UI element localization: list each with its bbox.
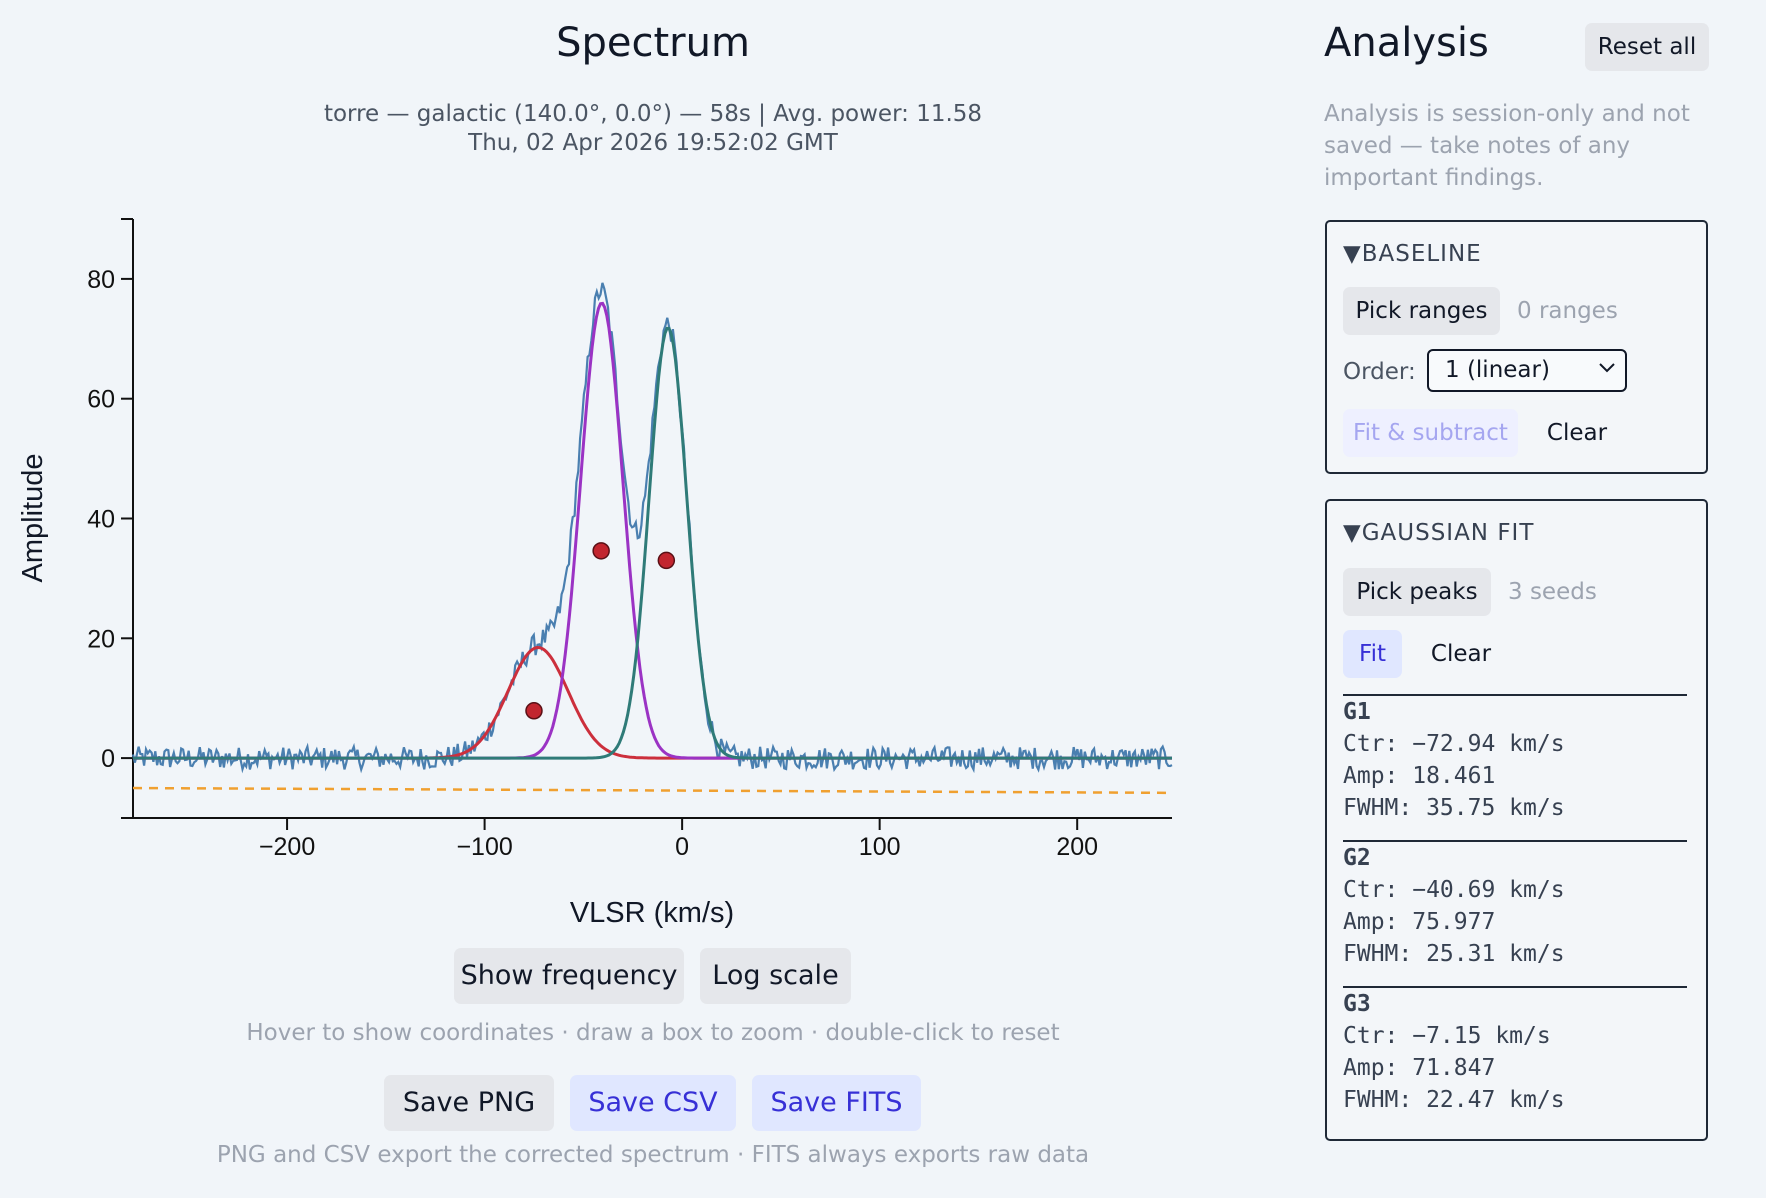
fit-subtract-button[interactable]: Fit & subtract	[1343, 409, 1518, 457]
x-tick-label: −100	[456, 833, 512, 861]
x-tick-label: −200	[259, 833, 315, 861]
save-fits-button[interactable]: Save FITS	[752, 1075, 921, 1131]
result-center: Ctr: −72.94 km/s	[1343, 731, 1565, 757]
y-tick-label: 80	[87, 266, 115, 294]
collapse-triangle-icon: ▼	[1343, 241, 1362, 267]
seeds-count: 3 seeds	[1508, 579, 1597, 605]
baseline-clear-button[interactable]: Clear	[1546, 420, 1608, 446]
save-png-button[interactable]: Save PNG	[384, 1075, 554, 1131]
gaussian-fit-heading: GAUSSIAN FIT	[1361, 520, 1535, 546]
seed-marker	[657, 551, 676, 570]
spectrum-chart[interactable]: 0 20 40 60 80 −200 −100 0 100 200 VLSR (km/s) Amp…	[0, 195, 1200, 935]
y-tick-label: 60	[87, 386, 115, 414]
result-name: G3	[1343, 991, 1371, 1017]
gaussian-curve-g2	[133, 301, 1172, 760]
baseline-header[interactable]: ▼BASELINE	[1343, 241, 1482, 267]
baseline-heading: BASELINE	[1361, 241, 1482, 267]
result-name: G1	[1343, 699, 1371, 725]
x-tick-label: 100	[859, 833, 901, 861]
gaussian-result-g1: G1 Ctr: −72.94 km/s Amp: 18.461 FWHM: 35…	[1343, 694, 1687, 824]
chart-axes: 0 20 40 60 80 −200 −100 0 100 200	[87, 218, 1172, 861]
result-amplitude: Amp: 75.977	[1343, 909, 1496, 935]
chart-marks	[131, 282, 1173, 795]
order-label: Order:	[1343, 359, 1416, 385]
baseline-fit-line	[132, 786, 1173, 795]
log-scale-button[interactable]: Log scale	[700, 948, 851, 1004]
gaussian-curve-g3	[133, 326, 1172, 760]
observation-timestamp: Thu, 02 Apr 2026 19:52:02 GMT	[468, 130, 838, 156]
collapse-triangle-icon: ▼	[1343, 520, 1362, 546]
analysis-note: Analysis is session-only and not saved —…	[1324, 101, 1690, 191]
result-fwhm: FWHM: 22.47 km/s	[1343, 1087, 1565, 1113]
gaussian-result-g2: G2 Ctr: −40.69 km/s Amp: 75.977 FWHM: 25…	[1343, 840, 1687, 970]
observation-info: torre — galactic (140.0°, 0.0°) — 58s | …	[323, 101, 983, 127]
ranges-count: 0 ranges	[1517, 298, 1618, 324]
result-name: G2	[1343, 845, 1371, 871]
spectrum-panel: Spectrum torre — galactic (140.0°, 0.0°)…	[0, 20, 1306, 1168]
gaussian-curve-g1	[133, 645, 1172, 760]
result-amplitude: Amp: 71.847	[1343, 1055, 1496, 1081]
seed-marker	[592, 542, 610, 560]
result-center: Ctr: −40.69 km/s	[1343, 877, 1565, 903]
result-amplitude: Amp: 18.461	[1343, 763, 1496, 789]
reset-all-button[interactable]: Reset all	[1585, 23, 1709, 71]
show-frequency-button[interactable]: Show frequency	[454, 948, 684, 1004]
baseline-panel: ▼BASELINE Pick ranges 0 ranges Order: 1 …	[1325, 220, 1708, 474]
analysis-title: Analysis	[1324, 20, 1489, 66]
y-axis-label: Amplitude	[17, 454, 49, 583]
fit-button[interactable]: Fit	[1343, 630, 1402, 678]
x-tick-label: 200	[1056, 833, 1098, 861]
page-title: Spectrum	[556, 20, 750, 66]
gaussian-fit-header[interactable]: ▼GAUSSIAN FIT	[1343, 520, 1534, 546]
chevron-down-icon	[1599, 363, 1615, 373]
seed-marker	[525, 702, 543, 720]
plot-hint: Hover to show coordinates · draw a box t…	[246, 1020, 1060, 1046]
pick-ranges-button[interactable]: Pick ranges	[1343, 287, 1500, 335]
gaussian-fit-panel: ▼GAUSSIAN FIT Pick peaks 3 seeds Fit Cle…	[1325, 499, 1708, 1141]
save-csv-button[interactable]: Save CSV	[570, 1075, 736, 1131]
y-tick-label: 20	[87, 625, 115, 653]
result-fwhm: FWHM: 35.75 km/s	[1343, 795, 1565, 821]
x-tick-label: 0	[675, 833, 689, 861]
pick-peaks-button[interactable]: Pick peaks	[1343, 568, 1491, 616]
y-tick-label: 40	[87, 506, 115, 534]
result-center: Ctr: −7.15 km/s	[1343, 1023, 1551, 1049]
spectrum-subtitle: torre — galactic (140.0°, 0.0°) — 58s | …	[0, 100, 1306, 158]
x-axis-label: VLSR (km/s)	[570, 897, 734, 929]
result-fwhm: FWHM: 25.31 km/s	[1343, 941, 1565, 967]
export-note: PNG and CSV export the corrected spectru…	[216, 1142, 1090, 1168]
y-tick-label: 0	[101, 745, 115, 773]
gaussian-result-g3: G3 Ctr: −7.15 km/s Amp: 71.847 FWHM: 22.…	[1343, 986, 1687, 1116]
spectrum-series-line	[131, 282, 1173, 774]
order-select[interactable]: 1 (linear)	[1427, 349, 1627, 392]
order-selected-value: 1 (linear)	[1445, 357, 1550, 383]
gaussian-clear-button[interactable]: Clear	[1430, 641, 1492, 667]
